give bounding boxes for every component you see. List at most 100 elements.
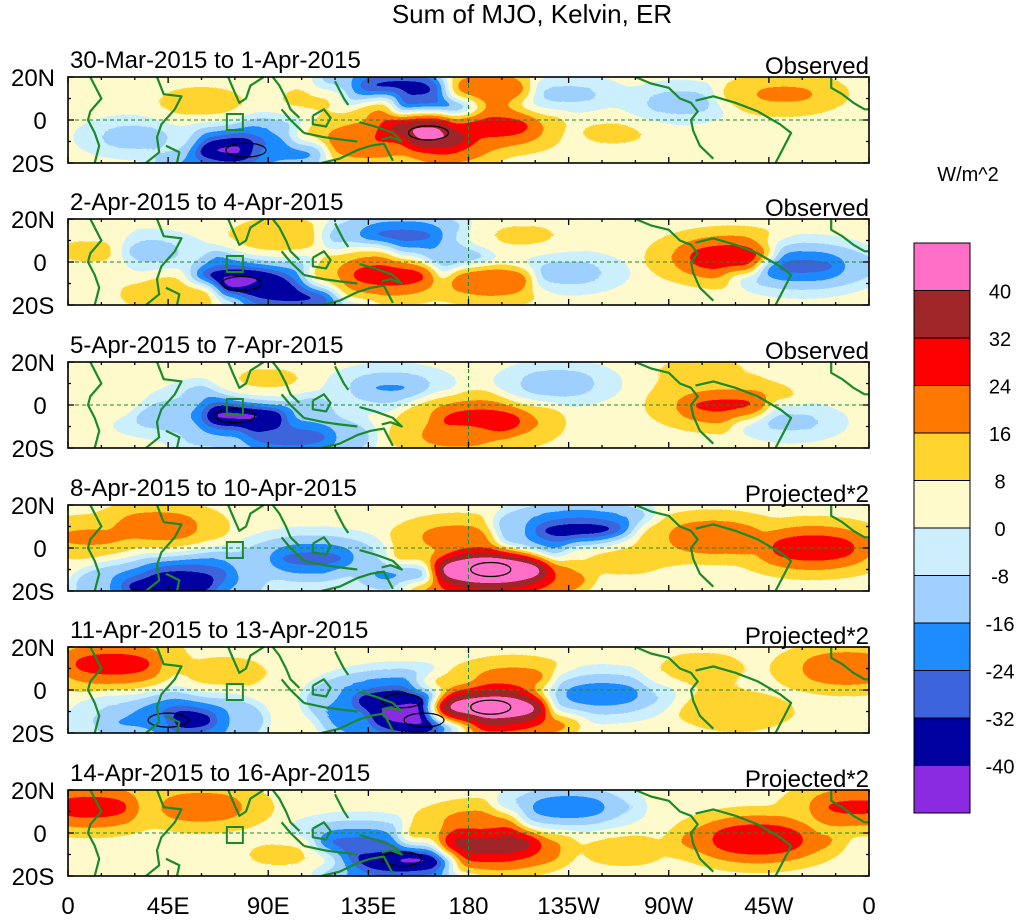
panel-3-feature-9	[680, 391, 769, 419]
panel-1-feature-10	[445, 112, 537, 141]
panel-6-kind: Projected*2	[745, 766, 869, 793]
panel-5-feature-6	[473, 667, 553, 692]
panels: 20N 0 20S 30-Mar-2015 to 1-Apr-2015 Observed…	[11, 47, 870, 891]
panel-2-feature-5	[356, 222, 448, 250]
panel-2-ytick-2: 0	[33, 250, 46, 277]
panel-2-feature-4	[243, 225, 316, 247]
panel-1-feature-2	[250, 140, 331, 163]
panel-2-feature-3	[110, 240, 182, 263]
panel-2-ytick-1: 20N	[11, 207, 55, 234]
colorbar: W/m^2 40 32 24 16 8 0 -8 -16 -24 -32 -40	[913, 164, 1015, 814]
colorbar-tick-4: 16	[989, 424, 1011, 446]
panel-4-index-box	[225, 541, 244, 559]
panel-2-coastlines	[86, 219, 869, 305]
panel-2-feature-14	[68, 241, 124, 262]
panel-5-feature-7	[68, 650, 159, 678]
panel-6-index-box	[225, 826, 244, 844]
panel-2-feature-8	[420, 246, 495, 269]
panel-3-date-range: 5-Apr-2015 to 7-Apr-2015	[70, 332, 344, 359]
panel-6-feature-6	[160, 794, 243, 820]
panel-1-ytick-3: 20S	[12, 151, 55, 178]
panel-4-feature-12	[68, 525, 129, 549]
panel-5-index-box	[225, 683, 244, 701]
panel-4-kind: Projected*2	[745, 481, 869, 508]
panel-1-feature-7	[389, 95, 481, 123]
colorbar-tick-8: -16	[986, 614, 1015, 636]
panel-1-date-range: 30-Mar-2015 to 1-Apr-2015	[70, 47, 361, 74]
colorbar-tick-3: 24	[989, 377, 1011, 399]
panel-6-feature-3	[439, 828, 542, 859]
x-tick-label-9: 0	[862, 893, 875, 920]
panel-1-feature-13	[580, 122, 647, 143]
colorbar-swatch-12	[913, 765, 971, 814]
panel-6-feature-2	[311, 830, 403, 858]
colorbar-swatch-9	[913, 622, 971, 671]
panel-6-feature-7	[525, 794, 612, 820]
panel-5-feature-8	[189, 662, 259, 684]
colorbar-tick-10: -32	[986, 709, 1015, 731]
x-axis: 0 45E 90E 135E 180 135W 90W 45W 0	[61, 893, 875, 920]
colorbar-swatch-11	[913, 717, 971, 766]
colorbar-tick-1: 40	[989, 282, 1011, 304]
colorbar-tick-11: -40	[986, 757, 1015, 779]
panel-3-ytick-1: 20N	[11, 350, 55, 377]
x-tick-label-3: 90E	[247, 893, 290, 920]
chart-title: Sum of MJO, Kelvin, ER	[392, 0, 672, 29]
panel-6-feature-8	[589, 839, 659, 861]
panel-6-ytick-1: 20N	[11, 778, 55, 805]
panel-4-date-range: 8-Apr-2015 to 10-Apr-2015	[70, 475, 357, 502]
panel-6-date-range: 14-Apr-2015 to 16-Apr-2015	[70, 760, 370, 787]
panel-1-feature-3	[98, 126, 171, 148]
panel-5-ytick-2: 0	[33, 678, 46, 705]
panel-2-feature-10	[532, 261, 605, 284]
panel-3-coastlines	[86, 362, 869, 448]
panel-2-feature-9	[491, 226, 558, 247]
x-tick-label-1: 0	[61, 893, 74, 920]
panel-3-kind: Observed	[765, 338, 869, 365]
panel-4-feature-6	[432, 552, 549, 587]
panel-1-index-box	[225, 113, 244, 131]
panel-1-field	[68, 77, 869, 163]
panel-6-ytick-2: 0	[33, 821, 46, 848]
colorbar-tick-7: -8	[991, 567, 1009, 589]
panel-2-feature-11	[684, 243, 779, 272]
panel-4-feature-3	[267, 545, 359, 573]
panel-6-feature-5	[68, 793, 136, 821]
x-tick-label-2: 45E	[147, 893, 190, 920]
colorbar-swatch-1	[913, 242, 971, 291]
panel-4-coastlines	[86, 505, 869, 591]
panel-2-ytick-3: 20S	[12, 293, 55, 320]
panel-1-feature-5	[279, 88, 346, 109]
panel-1-feature-14	[644, 92, 716, 114]
panel-2-date-range: 2-Apr-2015 to 4-Apr-2015	[70, 189, 344, 216]
panel-6-feature-10	[813, 794, 869, 821]
panel-1-feature-11	[449, 77, 533, 103]
panel-4-feature-2	[115, 571, 221, 591]
colorbar-swatch-2	[913, 290, 971, 339]
colorbar-tick-9: -24	[986, 662, 1015, 684]
x-tick-label-5: 180	[448, 893, 488, 920]
panel-5: 20N 0 20S 11-Apr-2015 to 13-Apr-2015 Project…	[11, 617, 870, 748]
panel-3-feature-10	[667, 362, 737, 384]
panel-3: 20N 0 20S 5-Apr-2015 to 7-Apr-2015 Observed	[11, 332, 870, 463]
panel-1-feature-4	[167, 92, 236, 114]
panel-3-feature-8	[520, 372, 595, 395]
panel-1-feature-16	[703, 136, 768, 156]
colorbar-swatch-5	[913, 432, 971, 481]
panel-1-feature-15	[745, 82, 824, 106]
colorbar-tick-6: 0	[994, 519, 1005, 541]
colorbar-unit: W/m^2	[937, 164, 999, 186]
colorbar-swatch-6	[913, 480, 971, 529]
panel-5-ytick-3: 20S	[12, 721, 55, 748]
panel-2-feature-2	[240, 281, 341, 305]
panel-3-feature-4	[235, 369, 302, 390]
colorbar-tick-2: 32	[989, 329, 1011, 351]
panel-1-ytick-2: 0	[33, 108, 46, 135]
panel-3-feature-11	[756, 411, 826, 433]
panel-5-coastlines	[86, 647, 869, 733]
panel-6-coastlines	[86, 790, 869, 876]
panel-4-ytick-3: 20S	[12, 579, 55, 606]
panel-4-ytick-1: 20N	[11, 493, 55, 520]
panel-4-feature-4	[361, 561, 442, 586]
